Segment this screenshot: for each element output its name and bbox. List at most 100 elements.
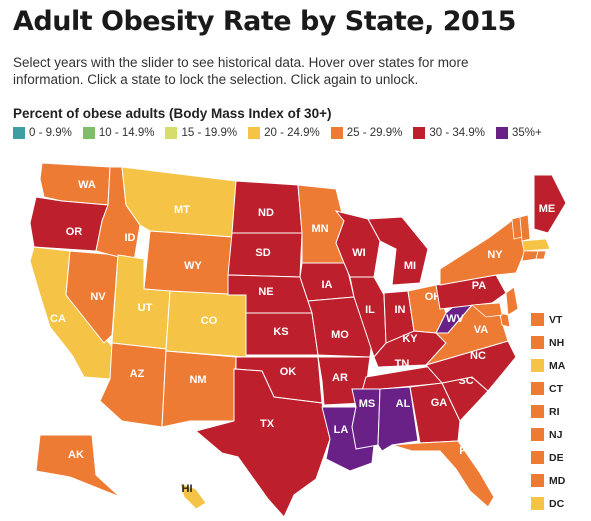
state-label: NC xyxy=(470,350,486,362)
state-label: NE xyxy=(258,286,273,298)
state-label: VA xyxy=(474,324,489,336)
state-or[interactable] xyxy=(29,196,109,252)
state-tx[interactable] xyxy=(194,368,331,518)
state-shapes: WA OR CA NV ID MT WY UT CO AZ NM ND SD NE KS OK TX MN IA MO… xyxy=(29,162,567,518)
state-label: WA xyxy=(78,179,96,191)
small-state-label: NJ xyxy=(549,428,563,441)
state-mi[interactable] xyxy=(367,216,429,286)
legend-label: 25 - 29.9% xyxy=(346,127,403,139)
legend-swatch xyxy=(165,127,178,139)
state-me[interactable] xyxy=(533,174,567,234)
state-label: MN xyxy=(311,223,328,235)
small-state-label: RI xyxy=(549,405,560,418)
state-label: WV xyxy=(446,313,464,325)
us-state-map: WA OR CA NV ID MT WY UT CO AZ NM ND SD NE KS OK TX MN IA MO… xyxy=(29,162,567,518)
state-label: NV xyxy=(90,291,106,303)
state-label: GA xyxy=(431,397,448,409)
state-label: AZ xyxy=(130,368,145,380)
state-ny[interactable] xyxy=(439,218,527,286)
state-label: MS xyxy=(359,398,376,410)
state-label: IA xyxy=(322,279,333,291)
small-state-swatch xyxy=(531,451,544,464)
state-label: NY xyxy=(487,249,503,261)
state-ri[interactable] xyxy=(535,250,547,260)
state-label: KS xyxy=(273,326,288,338)
state-label: SD xyxy=(255,247,270,259)
legend-title: Percent of obese adults (Body Mass Index… xyxy=(13,106,332,121)
small-state-label: DE xyxy=(549,451,564,464)
small-state-swatch xyxy=(531,474,544,487)
state-label: PA xyxy=(472,280,487,292)
small-state-label: NH xyxy=(549,336,565,349)
state-nh[interactable] xyxy=(519,214,531,242)
small-state-label: CT xyxy=(549,382,563,395)
state-label: MI xyxy=(404,260,416,272)
small-state-nj[interactable]: NJ xyxy=(531,426,565,443)
legend-label: 30 - 34.9% xyxy=(429,127,485,139)
state-label: CA xyxy=(50,313,66,325)
state-hi[interactable] xyxy=(179,482,207,510)
state-label: LA xyxy=(334,424,349,436)
small-state-md[interactable]: MD xyxy=(531,472,565,489)
state-label: HI xyxy=(182,483,193,495)
small-state-label: DC xyxy=(549,497,565,510)
color-legend: 0 - 9.9% 10 - 14.9% 15 - 19.9% 20 - 24.9% 25… xyxy=(13,127,542,139)
state-md[interactable] xyxy=(471,302,503,318)
state-wa[interactable] xyxy=(39,162,111,206)
legend-item: 10 - 14.9% xyxy=(82,127,155,139)
legend-item: 0 - 9.9% xyxy=(13,127,72,139)
state-label: IL xyxy=(365,304,375,316)
state-label: OR xyxy=(66,226,83,238)
state-label: IN xyxy=(395,304,406,316)
legend-swatch xyxy=(330,127,343,139)
state-label: WI xyxy=(352,247,365,259)
small-state-dc[interactable]: DC xyxy=(531,495,565,512)
legend-item: 25 - 29.9% xyxy=(330,127,403,139)
small-state-ri[interactable]: RI xyxy=(531,403,565,420)
small-state-vt[interactable]: VT xyxy=(531,311,565,328)
small-state-swatch xyxy=(531,382,544,395)
state-ct[interactable] xyxy=(521,250,539,262)
state-label: TX xyxy=(260,418,275,430)
state-label: FL xyxy=(459,445,473,457)
state-label: TN xyxy=(395,358,410,370)
legend-item: 15 - 19.9% xyxy=(165,127,237,139)
state-ak[interactable] xyxy=(35,434,121,498)
state-nm[interactable] xyxy=(161,350,237,428)
small-state-swatch xyxy=(531,313,544,326)
legend-item: 20 - 24.9% xyxy=(248,127,320,139)
small-states-legend: VT NH MA CT RI NJ DE MD DC xyxy=(531,311,565,518)
small-state-swatch xyxy=(531,405,544,418)
legend-item: 30 - 34.9% xyxy=(413,127,485,139)
legend-swatch xyxy=(248,127,261,139)
legend-swatch xyxy=(495,127,508,139)
legend-swatch xyxy=(82,127,95,139)
state-label: MT xyxy=(174,204,190,216)
small-state-de[interactable]: DE xyxy=(531,449,565,466)
legend-item: 35%+ xyxy=(495,127,542,139)
small-state-swatch xyxy=(531,428,544,441)
small-state-label: MD xyxy=(549,474,566,487)
small-state-ma[interactable]: MA xyxy=(531,357,565,374)
state-label: NM xyxy=(189,374,206,386)
state-label: ND xyxy=(258,207,274,219)
small-state-ct[interactable]: CT xyxy=(531,380,565,397)
state-label: AR xyxy=(332,372,348,384)
small-state-swatch xyxy=(531,336,544,349)
state-nj[interactable] xyxy=(505,286,519,316)
state-label: ID xyxy=(125,232,136,244)
state-az[interactable] xyxy=(99,342,167,428)
state-de[interactable] xyxy=(499,312,511,328)
state-ma[interactable] xyxy=(521,238,551,252)
small-state-nh[interactable]: NH xyxy=(531,334,565,351)
state-label: KY xyxy=(402,333,418,345)
state-fl[interactable] xyxy=(391,440,495,508)
state-label: AL xyxy=(396,398,411,410)
legend-label: 35%+ xyxy=(511,127,542,139)
small-state-label: VT xyxy=(549,313,563,326)
small-state-swatch xyxy=(531,497,544,510)
state-ga[interactable] xyxy=(409,382,461,444)
legend-label: 10 - 14.9% xyxy=(98,127,155,139)
legend-swatch xyxy=(13,127,25,139)
small-state-label: MA xyxy=(549,359,566,372)
